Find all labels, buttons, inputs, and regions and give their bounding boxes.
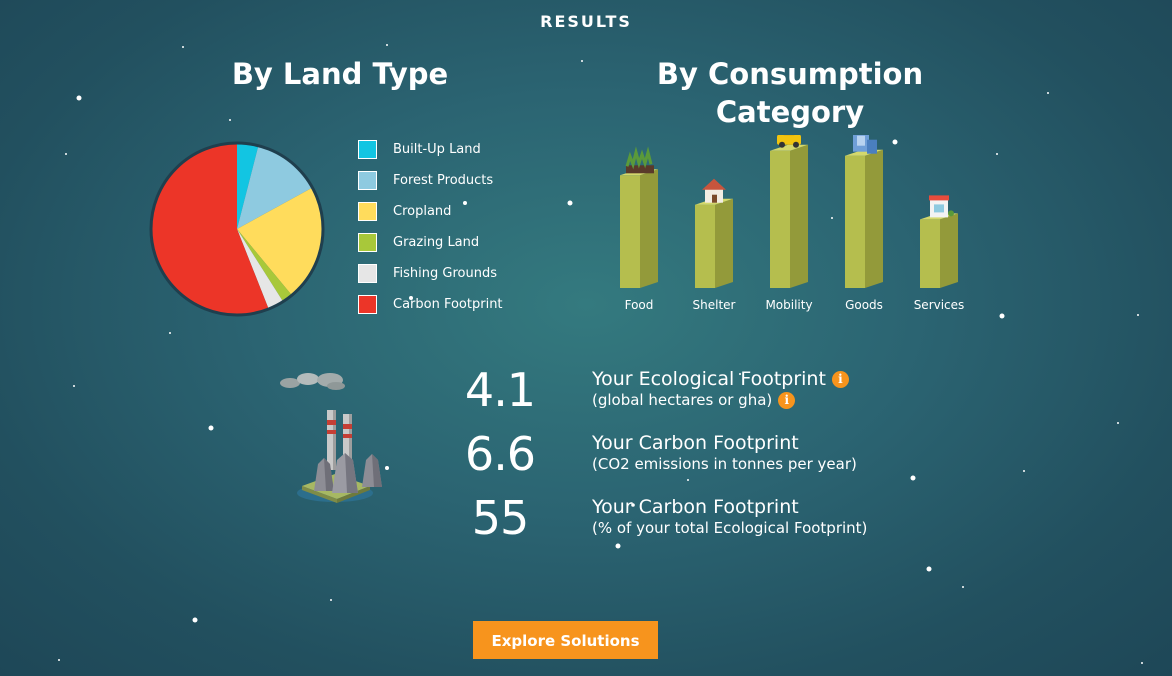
stat-row-carbon-footprint: 6.6 Your Carbon Footprint (CO2 emissions… (440, 422, 920, 486)
legend-label: Grazing Land (393, 235, 480, 250)
bar-front (920, 219, 940, 288)
stat-label: Your Ecological Footprint i (592, 368, 849, 390)
pie-slice-fishing-grounds (237, 229, 284, 309)
land-type-pie-chart (149, 141, 325, 317)
legend-swatch (358, 233, 377, 252)
bar-front (845, 155, 865, 288)
bar-category-label: Services (914, 298, 965, 312)
stat-value: 55 (471, 491, 530, 545)
legend-swatch (358, 171, 377, 190)
stat-sub: (% of your total Ecological Footprint) (592, 519, 868, 537)
pie-slice-cropland (237, 187, 323, 296)
info-icon[interactable]: i (778, 392, 796, 409)
legend-item-grazing-land: Grazing Land (358, 227, 503, 258)
legend-item-fishing-grounds: Fishing Grounds (358, 258, 503, 289)
bar-front (620, 175, 640, 288)
legend-swatch (358, 202, 377, 221)
bar-side (865, 149, 883, 288)
legend-label: Forest Products (393, 173, 494, 188)
bar-front (695, 204, 715, 288)
legend-item-carbon-footprint: Carbon Footprint (358, 289, 503, 320)
pie-slice-forest-products (237, 145, 313, 229)
legend-swatch (358, 140, 377, 159)
stat-sub: (CO2 emissions in tonnes per year) (592, 455, 857, 473)
bar-side (640, 169, 658, 288)
bar-side (940, 213, 958, 288)
bar-side (790, 144, 808, 288)
smoke-clouds-icon (280, 373, 345, 390)
legend-label: Carbon Footprint (393, 297, 503, 312)
bar-mobility (770, 144, 808, 288)
bar-food (620, 169, 658, 288)
stat-text: Your Ecological Footprint i (global hecta… (592, 368, 849, 410)
bar-shelter (695, 198, 733, 288)
stat-label: Your Carbon Footprint (592, 432, 799, 454)
bar-side (715, 198, 733, 288)
legend-label: Built-Up Land (393, 142, 481, 157)
stat-text: Your Carbon Footprint (CO2 emissions in … (592, 432, 857, 474)
stat-sub: (global hectares or gha) i (592, 390, 849, 410)
legend-item-cropland: Cropland (358, 196, 503, 227)
legend-swatch (358, 295, 377, 314)
legend-swatch (358, 264, 377, 283)
stat-label: Your Carbon Footprint (592, 496, 799, 518)
results-heading: RESULTS (540, 12, 632, 31)
pie-slice-grazing-land (237, 229, 292, 302)
stat-sub-text: (global hectares or gha) (592, 391, 773, 409)
stat-row-ecological-footprint: 4.1 Your Ecological Footprint i (global h… (440, 358, 920, 422)
legend-item-built-up-land: Built-Up Land (358, 134, 503, 165)
bar-front (770, 150, 790, 288)
pie-slice-carbon-footprint (151, 143, 269, 315)
land-type-title: By Land Type (231, 57, 449, 91)
bar-category-label: Food (625, 298, 654, 312)
power-plant-icon (280, 373, 382, 503)
bar-services (920, 213, 958, 288)
stat-value: 4.1 (464, 363, 536, 417)
pie-outline (149, 141, 325, 317)
legend-label: Cropland (393, 204, 452, 219)
bar-category-label: Mobility (765, 298, 812, 312)
legend-label: Fishing Grounds (393, 266, 497, 281)
stat-text: Your Carbon Footprint (% of your total E… (592, 496, 867, 538)
car-icon (777, 135, 801, 148)
explore-solutions-button[interactable]: Explore Solutions (473, 621, 658, 659)
pie-slice-built-up-land (237, 143, 259, 229)
stat-label-text: Your Ecological Footprint (592, 368, 826, 390)
land-type-legend: Built-Up Land Forest Products Cropland G… (358, 134, 503, 320)
consumption-bar-chart: Food Shelter Mobility Goods Services (620, 135, 965, 312)
info-icon[interactable]: i (831, 371, 849, 388)
plant-icon (625, 146, 654, 174)
house-icon (702, 178, 726, 203)
legend-item-forest-products: Forest Products (358, 165, 503, 196)
consumption-category-title: By Consumption Category (656, 57, 924, 129)
stat-row-carbon-percent: 55 Your Carbon Footprint (% of your tota… (440, 486, 920, 550)
shop-icon (929, 195, 954, 218)
goods-icon (853, 135, 877, 154)
bar-goods (845, 149, 883, 288)
stat-value: 6.6 (464, 427, 536, 481)
bar-category-label: Goods (845, 298, 883, 312)
bar-category-label: Shelter (693, 298, 736, 312)
